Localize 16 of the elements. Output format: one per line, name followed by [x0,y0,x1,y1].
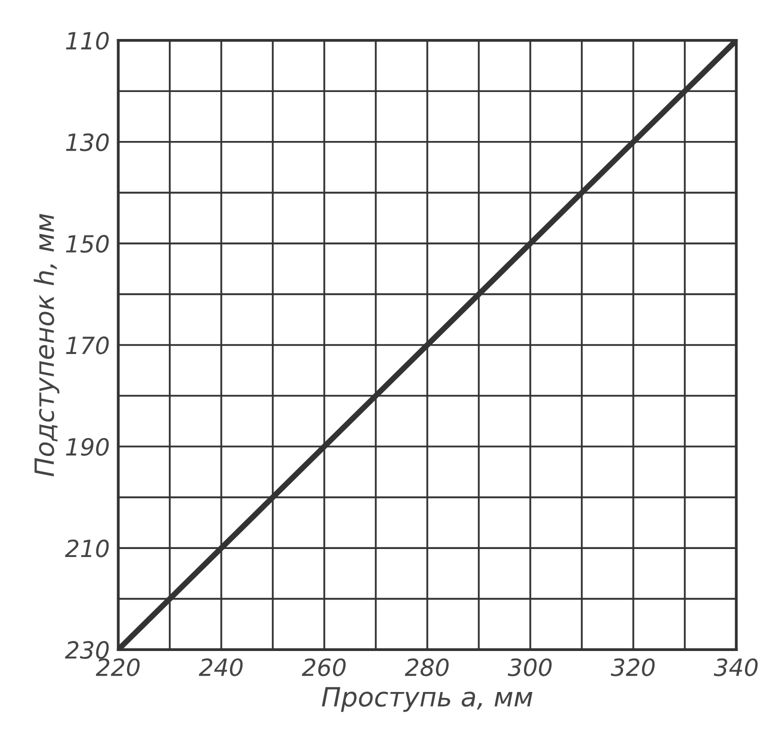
y-tick-label: 210 [64,540,109,558]
x-axis-title: Проступь a, мм [322,687,532,712]
x-tick-label: 280 [404,658,449,676]
y-axis-title: Подступенок h, мм [34,214,60,476]
y-tick-label: 230 [64,641,109,659]
y-tick-label: 130 [66,133,109,152]
x-tick-label: 320 [610,658,655,676]
y-tick-label: 110 [66,32,109,50]
y-tick-label: 190 [66,438,109,456]
x-tick-label: 340 [714,658,758,676]
x-tick-label: 260 [302,658,346,676]
y-tick-label: 170 [66,336,109,354]
y-tick-label: 150 [66,234,109,253]
x-tick-label: 300 [508,658,552,676]
x-tick-label: 220 [96,658,140,676]
x-tick-label: 240 [198,658,243,676]
